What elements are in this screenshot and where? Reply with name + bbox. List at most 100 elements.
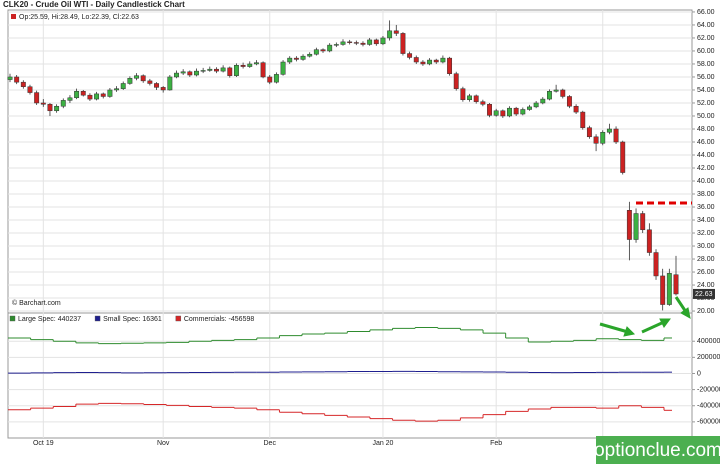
candle-body — [620, 141, 626, 173]
candle-body — [373, 39, 379, 45]
candle-body — [640, 213, 646, 231]
candle-body — [387, 30, 393, 39]
candle-body — [360, 42, 366, 45]
cot-panel-frame — [7, 312, 693, 439]
candle-body — [333, 44, 339, 46]
candle-body — [273, 74, 279, 83]
candle-body — [407, 53, 413, 58]
y-tick-label: -400000 — [697, 403, 720, 410]
candle-body — [646, 229, 652, 253]
candle-body — [220, 67, 226, 72]
candle-body — [100, 93, 106, 97]
y-tick-label: 28.00 — [697, 256, 715, 263]
candle-body — [7, 76, 13, 80]
candle-body — [420, 61, 426, 65]
candle-body — [174, 72, 179, 78]
candle-body — [500, 110, 506, 117]
y-tick-label: 60.00 — [697, 48, 715, 55]
candle-body — [447, 57, 453, 74]
y-tick-label: 64.00 — [697, 22, 715, 29]
watermark-box — [596, 436, 720, 464]
candle-body — [367, 39, 373, 45]
candle-body — [107, 89, 113, 97]
candle-body — [200, 70, 206, 72]
candle-body — [40, 102, 46, 105]
chart-title: CLK20 - Crude Oil WTI - Daily Candlestic… — [3, 0, 185, 9]
candle-body — [480, 101, 486, 105]
credit: © Barchart.com — [12, 299, 61, 307]
y-tick-label: 400000 — [697, 338, 720, 345]
ohlc-info: Op:25.59, Hi:28.49, Lo:22.39, Cl:22.63 — [19, 14, 139, 21]
candle-body — [460, 88, 466, 100]
arrow-shaft — [674, 296, 688, 313]
candle-body — [307, 53, 313, 57]
candle-body — [660, 275, 666, 305]
candle-body — [566, 96, 572, 107]
candle-body — [47, 104, 53, 112]
info-marker — [11, 14, 16, 19]
candle-body — [653, 252, 659, 277]
y-tick-label: 42.00 — [697, 165, 715, 172]
y-tick-label: 50.00 — [697, 113, 715, 120]
candle-body — [94, 93, 100, 100]
y-tick-label: 62.00 — [697, 35, 715, 42]
y-tick-label: 56.00 — [697, 74, 715, 81]
candle-body — [487, 104, 492, 116]
candle-body — [154, 83, 159, 88]
candle-body — [467, 95, 472, 100]
candle-body — [253, 62, 259, 65]
x-tick-label: Jan 20 — [372, 440, 393, 447]
candle-body — [433, 59, 439, 63]
arrow-shaft — [641, 320, 665, 334]
y-tick-label: -200000 — [697, 386, 720, 393]
candle-body — [300, 55, 306, 60]
candle-body — [547, 91, 552, 100]
y-tick-label: 34.00 — [697, 217, 715, 224]
candle-body — [140, 75, 146, 82]
candle-body — [606, 128, 612, 133]
last-price-label: 22.63 — [695, 291, 713, 298]
y-tick-label: 20.00 — [697, 308, 715, 315]
legend-label: Large Spec: 440237 — [18, 316, 81, 323]
candle-body — [473, 95, 479, 102]
candle-body — [380, 37, 386, 45]
candle-body — [34, 92, 40, 104]
candle-body — [586, 127, 592, 138]
candle-body — [327, 44, 333, 52]
candle-body — [520, 109, 526, 115]
candle-body — [440, 57, 446, 63]
arrows — [599, 296, 691, 337]
candle-body — [600, 131, 606, 144]
x-tick-label: Nov — [157, 440, 170, 447]
y-tick-label: 0 — [697, 370, 701, 377]
candle-body — [67, 97, 73, 101]
y-tick-label: -600000 — [697, 419, 720, 426]
y-tick-label: 24.00 — [697, 282, 715, 289]
candle-body — [134, 75, 139, 79]
candle-body — [194, 70, 199, 76]
candle-body — [114, 88, 120, 91]
arrow-head — [680, 307, 691, 319]
candle-body — [227, 67, 233, 76]
legend-label: Small Spec: 16361 — [103, 316, 162, 323]
candle-body — [527, 106, 532, 110]
candle-body — [167, 76, 173, 91]
candle-body — [247, 63, 253, 67]
candle-body — [233, 65, 239, 76]
x-tick-label: Dec — [264, 440, 277, 447]
candle-body — [127, 78, 133, 84]
candle-body — [260, 62, 266, 78]
candle-body — [353, 42, 359, 44]
candle-body — [347, 41, 353, 43]
candle-body — [626, 210, 632, 240]
candle-body — [160, 87, 166, 91]
y-tick-label: 40.00 — [697, 178, 715, 185]
legend-swatch — [9, 315, 16, 322]
y-tick-label: 58.00 — [697, 61, 715, 68]
candle-body — [240, 65, 246, 67]
y-tick-label: 54.00 — [697, 87, 715, 94]
y-tick-label: 26.00 — [697, 269, 715, 276]
plot-layer: 20.0022.0024.0026.0028.0030.0032.0034.00… — [7, 9, 720, 447]
y-tick-label: 200000 — [697, 354, 720, 361]
